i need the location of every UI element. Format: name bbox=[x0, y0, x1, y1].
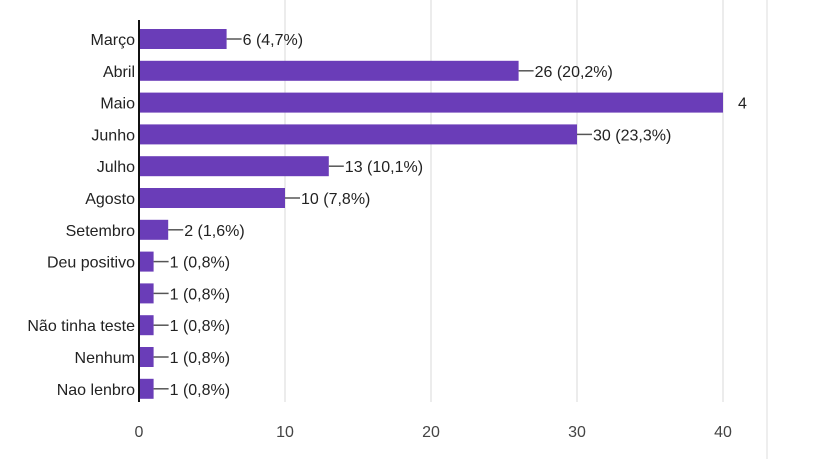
data-label-11: 1 (0,8%) bbox=[170, 382, 230, 399]
data-label-6: 2 (1,6%) bbox=[184, 223, 244, 240]
category-label-10: Nenhum bbox=[75, 350, 135, 367]
bar-4 bbox=[139, 156, 329, 177]
x-tick-label-0: 0 bbox=[135, 424, 144, 441]
category-label-11: Nao lenbro bbox=[57, 382, 135, 399]
data-label-3: 30 (23,3%) bbox=[593, 127, 671, 144]
bar-11 bbox=[139, 378, 154, 399]
data-label-1: 26 (20,2%) bbox=[535, 64, 613, 81]
category-label-5: Agosto bbox=[85, 191, 135, 208]
bar-0 bbox=[139, 29, 227, 49]
x-tick-label-10: 10 bbox=[276, 424, 294, 441]
data-label-4: 13 (10,1%) bbox=[345, 159, 423, 176]
bar-10 bbox=[139, 347, 154, 367]
data-label-9: 1 (0,8%) bbox=[170, 318, 230, 335]
category-label-7: Deu positivo bbox=[47, 255, 135, 272]
bar-layer bbox=[139, 29, 723, 399]
category-label-0: Março bbox=[91, 32, 136, 49]
category-label-6: Setembro bbox=[66, 223, 135, 240]
bar-7 bbox=[139, 251, 154, 272]
bar-9 bbox=[139, 315, 154, 336]
x-tick-label-20: 20 bbox=[422, 424, 440, 441]
category-label-4: Julho bbox=[97, 159, 135, 176]
bar-8 bbox=[139, 283, 154, 304]
category-label-2: Maio bbox=[100, 96, 135, 113]
category-label-9: Não tinha teste bbox=[27, 318, 135, 335]
label-layer: 0 10 20 30 40 Março 6 (4,7%) Abril 26 (20,2%) Mai… bbox=[27, 32, 747, 441]
category-label-3: Junho bbox=[91, 127, 135, 144]
data-label-8: 1 (0,8%) bbox=[170, 286, 230, 303]
data-label-2: 4 bbox=[738, 96, 747, 113]
bar-3 bbox=[139, 124, 577, 145]
x-tick-label-40: 40 bbox=[714, 424, 732, 441]
bar-2 bbox=[139, 92, 723, 113]
data-label-10: 1 (0,8%) bbox=[170, 350, 230, 367]
data-label-0: 6 (4,7%) bbox=[243, 32, 303, 49]
bar-5 bbox=[139, 188, 285, 208]
category-label-1: Abril bbox=[103, 64, 135, 81]
data-label-7: 1 (0,8%) bbox=[170, 255, 230, 272]
panel-divider bbox=[766, 0, 768, 459]
bar-6 bbox=[139, 219, 169, 240]
x-tick-label-30: 30 bbox=[568, 424, 586, 441]
data-label-5: 10 (7,8%) bbox=[301, 191, 370, 208]
bar-1 bbox=[139, 60, 519, 81]
